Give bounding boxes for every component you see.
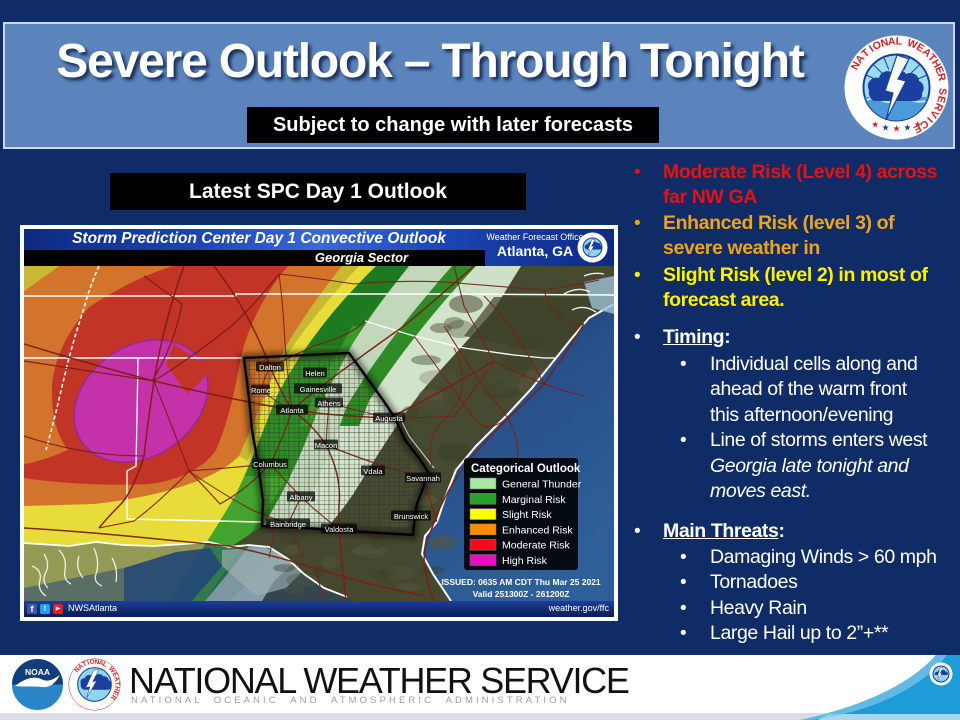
svg-text:General Thunder: General Thunder [502,479,582,491]
svg-text:N: N [73,666,82,674]
svg-text:N: N [94,659,100,666]
svg-text:E: E [110,671,118,679]
svg-text:★: ★ [892,124,900,134]
svg-text:E: E [932,65,946,76]
svg-text:Brunswick: Brunswick [394,512,428,521]
svg-text:Macon: Macon [315,441,338,450]
svg-text:I: I [867,43,876,55]
svg-text:L: L [101,661,108,669]
svg-text:High Risk: High Risk [502,555,548,567]
svg-text:A: A [887,35,896,48]
svg-text:O: O [89,659,95,666]
svg-text:A: A [98,659,105,667]
svg-text:Vdala: Vdala [363,467,383,476]
svg-text:E: E [912,122,924,136]
svg-text:Categorical Outlook: Categorical Outlook [471,463,581,475]
svg-text:Columbus: Columbus [253,460,287,469]
svg-text:Valdosta: Valdosta [325,525,354,534]
svg-text:E: E [111,690,119,697]
svg-text:S: S [936,87,949,95]
svg-text:W: W [906,37,920,52]
svg-text:I: I [924,114,935,124]
svg-text:I: I [87,659,91,666]
svg-text:Gainesville: Gainesville [300,385,337,394]
svg-text:R: R [109,693,118,701]
svg-text:★: ★ [914,120,922,130]
svg-text:Slight Risk: Slight Risk [502,509,552,521]
svg-text:★: ★ [871,120,879,130]
svg-text:Moderate Risk: Moderate Risk [502,540,570,552]
svg-text:L: L [895,35,903,47]
svg-text:R: R [935,72,948,82]
svg-text:Atlanta: Atlanta [280,406,304,415]
svg-text:Marginal Risk: Marginal Risk [502,494,566,506]
svg-text:Athens: Athens [317,399,341,408]
svg-text:T: T [113,682,120,686]
svg-text:H: H [113,685,121,691]
svg-text:Albany: Albany [290,493,313,502]
svg-text:A: A [112,676,120,683]
svg-text:Rome: Rome [251,386,271,395]
svg-text:Valid 251300Z - 261200Z: Valid 251300Z - 261200Z [473,589,570,599]
svg-text:★: ★ [903,123,911,133]
svg-text:W: W [107,666,117,676]
svg-text:Augusta: Augusta [375,414,403,423]
svg-text:ISSUED: 0635 AM CDT Thu Mar 25: ISSUED: 0635 AM CDT Thu Mar 25 2021 [441,577,601,587]
svg-text:E: E [934,94,947,104]
svg-text:T: T [81,660,88,668]
svg-text:N: N [879,36,889,50]
svg-text:Helen: Helen [305,369,325,378]
svg-text:Dalton: Dalton [259,363,281,372]
svg-text:★: ★ [882,123,890,133]
svg-text:Enhanced Risk: Enhanced Risk [502,524,573,536]
svg-text:Savannah: Savannah [406,474,440,483]
svg-text:Bainbridge: Bainbridge [270,520,306,529]
svg-text:A: A [77,663,85,672]
svg-text:NOAA: NOAA [25,667,50,677]
